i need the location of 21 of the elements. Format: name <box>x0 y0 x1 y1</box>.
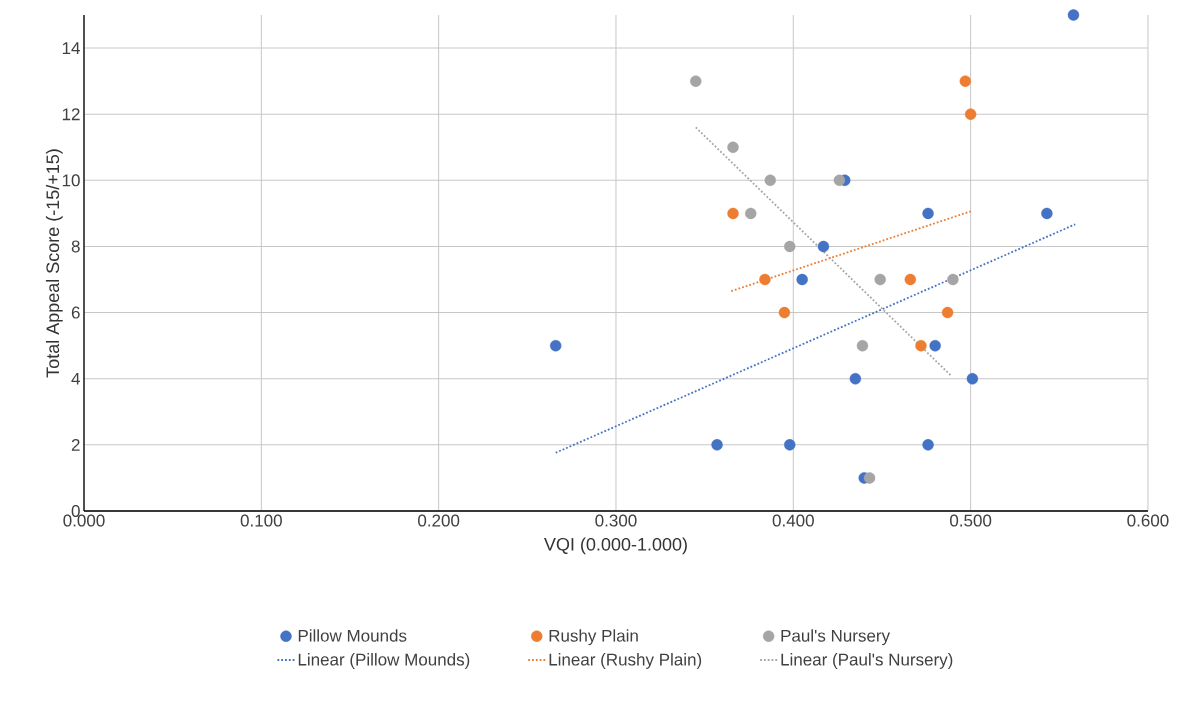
y-tick-label: 2 <box>71 438 80 451</box>
legend-label: Rushy Plain <box>549 629 638 646</box>
y-axis-title: Total Appeal Score (-15/+15) <box>45 149 63 378</box>
x-tick-label: 0.500 <box>950 514 992 527</box>
y-tick-label: 4 <box>71 372 80 385</box>
y-tick-label: 8 <box>71 240 80 253</box>
y-tick-label: 14 <box>62 42 80 54</box>
x-axis-title: VQI (0.000-1.000) <box>544 537 687 555</box>
y-tick-label: 10 <box>62 174 80 187</box>
y-tick-label: 12 <box>62 108 80 121</box>
legend-label: Linear (Paul's Nursery) <box>781 653 953 669</box>
x-tick-label: 0.300 <box>595 514 637 527</box>
y-tick-label: 6 <box>71 306 80 319</box>
legend-label: Linear (Pillow Mounds) <box>298 653 470 669</box>
x-tick-label: 0.100 <box>240 514 282 527</box>
legend-label: Pillow Mounds <box>298 629 407 642</box>
legend-label: Paul's Nursery <box>781 629 891 646</box>
legend-label: Linear (Rushy Plain) <box>549 653 702 669</box>
x-tick-label: 0.400 <box>772 514 814 527</box>
x-tick-label: 0.600 <box>1127 514 1169 527</box>
x-tick-label: 0.200 <box>418 514 460 527</box>
